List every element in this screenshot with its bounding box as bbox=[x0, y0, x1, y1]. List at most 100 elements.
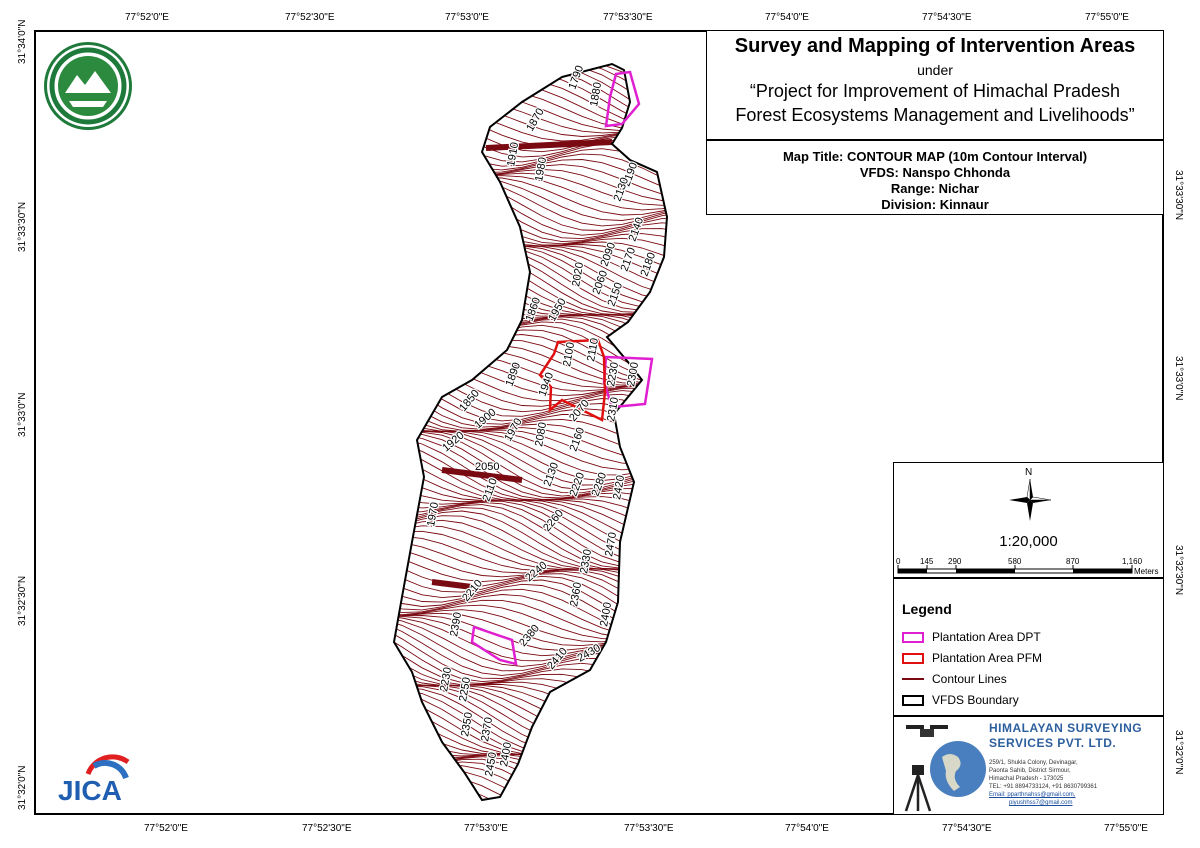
contour-line bbox=[394, 377, 667, 449]
contour-line-swatch-icon bbox=[902, 678, 924, 680]
graticule-left-label: 31°32'30"N bbox=[17, 575, 28, 626]
plantation-dpt-polygon bbox=[470, 625, 518, 666]
contour-line bbox=[394, 438, 667, 509]
graticule-top-label: 77°54'0"E bbox=[765, 12, 809, 23]
contour-line bbox=[394, 433, 667, 497]
legend-item-label: VFDS Boundary bbox=[932, 693, 1019, 707]
dpt-swatch-icon bbox=[902, 631, 924, 643]
graticule-left-label: 31°33'0"N bbox=[17, 392, 28, 438]
contour-line bbox=[394, 746, 667, 800]
plantation-dpt-polygon bbox=[604, 70, 641, 128]
contour-line bbox=[394, 755, 667, 800]
forest-department-logo bbox=[44, 42, 132, 130]
contour-line bbox=[394, 687, 667, 751]
contour-label: 2110 bbox=[585, 337, 601, 362]
email-link[interactable]: piyushhss7@gmail.com bbox=[1009, 800, 1073, 806]
contour-label: 2300 bbox=[625, 361, 641, 387]
company-panel: HIMALAYAN SURVEYING SERVICES PVT. LTD. 2… bbox=[893, 716, 1164, 815]
graticule-top-label: 77°54'30"E bbox=[922, 12, 972, 23]
contour-line bbox=[394, 756, 667, 800]
graticule-right-label: 31°33'30"N bbox=[1173, 170, 1184, 221]
map-main-title: Survey and Mapping of Intervention Areas bbox=[734, 35, 1136, 57]
division-text: Division: Kinnaur bbox=[881, 197, 989, 212]
scale-tick: 0 bbox=[896, 557, 901, 566]
contour-line bbox=[394, 64, 667, 116]
project-title-line1: “Project for Improvement of Himachal Pra… bbox=[749, 81, 1121, 101]
contour-line bbox=[394, 689, 667, 755]
range-text: Range: Nichar bbox=[890, 181, 980, 196]
contour-line bbox=[394, 769, 667, 800]
graticule-bottom-label: 77°53'0"E bbox=[464, 823, 508, 834]
contour-line bbox=[394, 758, 667, 800]
contour-label: 2380 bbox=[517, 622, 542, 648]
contour-label: 2230 bbox=[438, 666, 454, 692]
contour-label: 2350 bbox=[459, 711, 475, 737]
graticule-bottom-label: 77°52'30"E bbox=[302, 823, 352, 834]
contour-label: 2130 bbox=[612, 176, 632, 203]
jica-wordmark: JICA bbox=[58, 775, 122, 806]
contour-label: 2080 bbox=[533, 421, 549, 447]
contour-line bbox=[394, 696, 667, 775]
contour-line bbox=[394, 441, 667, 519]
legend-title: Legend bbox=[902, 601, 952, 617]
boundary-swatch-icon bbox=[902, 694, 924, 706]
scale-tick: 290 bbox=[948, 557, 962, 566]
map-title-text: Map Title: CONTOUR MAP (10m Contour Inte… bbox=[782, 149, 1088, 164]
contour-label: 2180 bbox=[639, 251, 659, 278]
map-title-under: under bbox=[917, 62, 953, 78]
contour-label: 2360 bbox=[568, 581, 584, 607]
graticule-top-label: 77°52'0"E bbox=[125, 12, 169, 23]
contour-line bbox=[394, 708, 667, 793]
contour-ridge-band bbox=[431, 579, 473, 590]
contour-line bbox=[394, 736, 667, 800]
legend-item-boundary: VFDS Boundary bbox=[902, 692, 1019, 708]
graticule-bottom-label: 77°52'0"E bbox=[144, 823, 188, 834]
contour-line bbox=[394, 726, 667, 800]
graticule-top-label: 77°53'0"E bbox=[445, 12, 489, 23]
contour-line bbox=[394, 64, 667, 122]
contour-label: 1980 bbox=[533, 156, 549, 182]
legend-item-pfm: Plantation Area PFM bbox=[902, 650, 1042, 666]
scale-tick: 870 bbox=[1066, 557, 1080, 566]
contour-label: 2330 bbox=[578, 548, 594, 574]
address-line: Himachal Pradesh - 173025 bbox=[989, 776, 1064, 782]
title-panel: Survey and Mapping of Intervention Areas… bbox=[706, 30, 1164, 140]
contour-label: 2020 bbox=[570, 261, 586, 287]
contour-label: 2250 bbox=[457, 676, 473, 702]
telephone: TEL: +91 8894733124, +91 8630799361 bbox=[989, 784, 1098, 790]
graticule-top-label: 77°55'0"E bbox=[1085, 12, 1129, 23]
graticule-bottom-label: 77°53'30"E bbox=[624, 823, 674, 834]
contour-label: 2100 bbox=[561, 341, 577, 367]
contour-label: 1790 bbox=[567, 64, 587, 91]
contour-line bbox=[394, 673, 667, 726]
address-line: Paonta Sahib, District Sirmour, bbox=[989, 768, 1071, 774]
legend-panel: Legend Plantation Area DPT Plantation Ar… bbox=[893, 578, 1164, 716]
contour-label: 2230 bbox=[605, 361, 621, 387]
pfm-swatch-icon bbox=[902, 652, 924, 664]
contour-line bbox=[394, 551, 667, 627]
project-title-line2: Forest Ecosystems Management and Livelih… bbox=[735, 105, 1135, 125]
scale-tick: 145 bbox=[920, 557, 934, 566]
map-info-panel: Map Title: CONTOUR MAP (10m Contour Inte… bbox=[706, 140, 1164, 215]
north-arrow-icon bbox=[1009, 478, 1052, 521]
contour-label: 2390 bbox=[448, 611, 464, 637]
legend-item-label: Plantation Area DPT bbox=[932, 630, 1041, 644]
contour-label: 1890 bbox=[504, 361, 524, 388]
contour-label: 2420 bbox=[611, 474, 627, 500]
legend-item-label: Plantation Area PFM bbox=[932, 651, 1043, 665]
legend-item-contour: Contour Lines bbox=[902, 671, 1007, 687]
scale-unit: Meters bbox=[1134, 567, 1159, 576]
contour-line bbox=[394, 658, 667, 715]
contour-label: 2150 bbox=[606, 281, 626, 308]
contour-line bbox=[394, 169, 667, 221]
scale-tick: 580 bbox=[1008, 557, 1022, 566]
graticule-bottom-label: 77°54'30"E bbox=[942, 823, 992, 834]
graticule-right-label: 31°32'0"N bbox=[1173, 730, 1184, 775]
scale-tick: 1,160 bbox=[1122, 557, 1143, 566]
address-line: 259/1, Shukla Colony, Devinagar, bbox=[989, 760, 1078, 766]
contour-line bbox=[394, 774, 667, 800]
contour-line bbox=[394, 641, 667, 709]
email-link[interactable]: Email: pparthnahss@gmail.com, bbox=[989, 792, 1076, 798]
contour-ridge-band bbox=[441, 467, 523, 483]
contour-line bbox=[394, 765, 667, 800]
